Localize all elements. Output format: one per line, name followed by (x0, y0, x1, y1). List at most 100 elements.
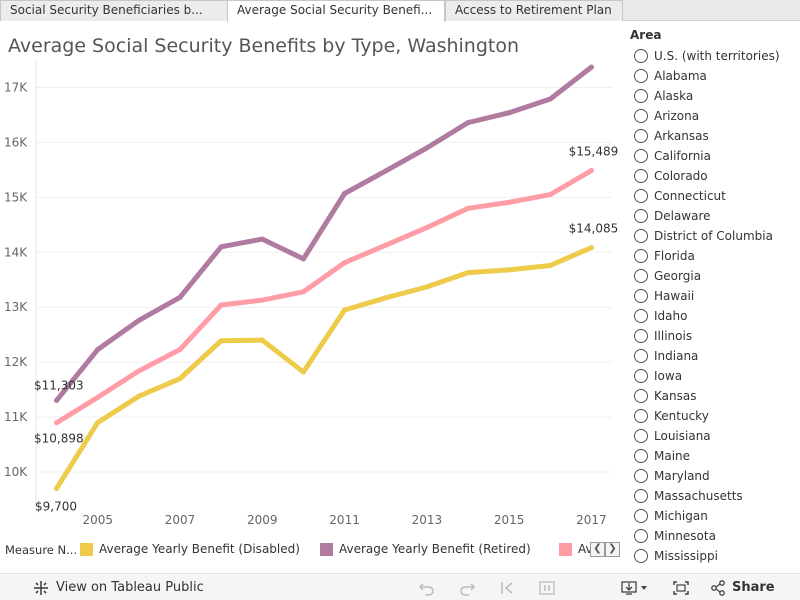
data-point (506, 199, 512, 205)
area-option[interactable]: District of Columbia (630, 226, 800, 246)
area-option[interactable]: U.S. (with territories) (630, 46, 800, 66)
view-on-tableau-public-link[interactable]: View on Tableau Public (33, 574, 204, 600)
revert-icon[interactable] (498, 574, 516, 600)
redo-icon[interactable] (458, 574, 476, 600)
tab-social-security-beneficiaries[interactable]: Social Security Beneficiaries b... (0, 0, 228, 21)
data-point (424, 145, 430, 151)
area-option[interactable]: Kentucky (630, 406, 800, 426)
radio-button-icon[interactable] (634, 229, 648, 243)
data-point (465, 205, 471, 211)
tableau-toolbar: View on Tableau Public Share (0, 573, 800, 600)
area-option[interactable]: Arkansas (630, 126, 800, 146)
area-option[interactable]: Iowa (630, 366, 800, 386)
y-tick-label: 12K (4, 355, 28, 369)
radio-button-icon[interactable] (634, 409, 648, 423)
y-tick-label: 10K (4, 465, 28, 479)
tab-average-social-security-benefits[interactable]: Average Social Security Benefi... (227, 0, 445, 22)
radio-button-icon[interactable] (634, 69, 648, 83)
area-option-label: District of Columbia (654, 229, 773, 243)
radio-button-icon[interactable] (634, 389, 648, 403)
area-option[interactable]: Alaska (630, 86, 800, 106)
radio-button-icon[interactable] (634, 89, 648, 103)
radio-button-icon[interactable] (634, 209, 648, 223)
data-point (424, 284, 430, 290)
area-option[interactable]: Louisiana (630, 426, 800, 446)
area-option[interactable]: Michigan (630, 506, 800, 526)
data-point (588, 167, 594, 173)
area-option[interactable]: Florida (630, 246, 800, 266)
radio-button-icon[interactable] (634, 429, 648, 443)
area-option[interactable]: Indiana (630, 346, 800, 366)
area-option[interactable]: Maryland (630, 466, 800, 486)
area-option[interactable]: Mississippi (630, 546, 800, 566)
area-option[interactable]: Minnesota (630, 526, 800, 546)
area-option-label: Minnesota (654, 529, 716, 543)
area-option[interactable]: Hawaii (630, 286, 800, 306)
pause-icon[interactable] (538, 574, 556, 600)
data-point (383, 295, 389, 301)
radio-button-icon[interactable] (634, 529, 648, 543)
undo-icon[interactable] (418, 574, 436, 600)
data-point (506, 110, 512, 116)
area-option-label: Alabama (654, 69, 707, 83)
area-option[interactable]: Connecticut (630, 186, 800, 206)
data-point (218, 338, 224, 344)
radio-button-icon[interactable] (634, 369, 648, 383)
radio-button-icon[interactable] (634, 269, 648, 283)
radio-button-icon[interactable] (634, 549, 648, 563)
radio-button-icon[interactable] (634, 189, 648, 203)
legend-item-disabled[interactable]: Average Yearly Benefit (Disabled) (80, 542, 300, 556)
radio-button-icon[interactable] (634, 49, 648, 63)
area-option[interactable]: Maine (630, 446, 800, 466)
radio-button-icon[interactable] (634, 329, 648, 343)
data-point (136, 368, 142, 374)
radio-button-icon[interactable] (634, 489, 648, 503)
chevron-right-icon[interactable]: ❯ (605, 542, 620, 557)
radio-button-icon[interactable] (634, 309, 648, 323)
area-option[interactable]: Kansas (630, 386, 800, 406)
area-option-label: Maryland (654, 469, 710, 483)
area-option[interactable]: Georgia (630, 266, 800, 286)
area-option-label: Arizona (654, 109, 700, 123)
area-option[interactable]: Massachusetts (630, 486, 800, 506)
chevron-left-icon[interactable]: ❮ (590, 542, 605, 557)
area-option-label: Idaho (654, 309, 688, 323)
legend-item-third[interactable]: Av (559, 542, 593, 556)
area-option[interactable]: Delaware (630, 206, 800, 226)
share-icon (710, 579, 726, 596)
area-option[interactable]: Colorado (630, 166, 800, 186)
tab-access-to-retirement-plan[interactable]: Access to Retirement Plan (445, 0, 623, 21)
legend-title: Measure N... (5, 543, 78, 557)
download-icon[interactable] (620, 574, 650, 600)
share-button[interactable]: Share (710, 574, 775, 600)
x-tick-label: 2009 (247, 513, 278, 527)
area-option[interactable]: Illinois (630, 326, 800, 346)
y-tick-label: 13K (4, 300, 28, 314)
area-option-label: Massachusetts (654, 489, 743, 503)
series-line (54, 167, 594, 426)
legend-item-retired[interactable]: Average Yearly Benefit (Retired) (320, 542, 531, 556)
radio-button-icon[interactable] (634, 249, 648, 263)
fullscreen-icon[interactable] (672, 574, 690, 600)
area-option[interactable]: California (630, 146, 800, 166)
legend-label: Average Yearly Benefit (Retired) (339, 542, 531, 556)
radio-button-icon[interactable] (634, 149, 648, 163)
area-option-label: Connecticut (654, 189, 726, 203)
radio-button-icon[interactable] (634, 289, 648, 303)
radio-button-icon[interactable] (634, 169, 648, 183)
data-point (383, 168, 389, 174)
area-option[interactable]: Idaho (630, 306, 800, 326)
area-option[interactable]: Arizona (630, 106, 800, 126)
area-option-label: U.S. (with territories) (654, 49, 780, 63)
area-option[interactable]: Alabama (630, 66, 800, 86)
data-point (54, 420, 60, 426)
radio-button-icon[interactable] (634, 509, 648, 523)
y-tick-label: 11K (4, 410, 28, 424)
radio-button-icon[interactable] (634, 109, 648, 123)
radio-button-icon[interactable] (634, 129, 648, 143)
radio-button-icon[interactable] (634, 449, 648, 463)
radio-button-icon[interactable] (634, 349, 648, 363)
radio-button-icon[interactable] (634, 469, 648, 483)
start-value-label: $9,700 (35, 500, 77, 514)
area-option-label: California (654, 149, 711, 163)
